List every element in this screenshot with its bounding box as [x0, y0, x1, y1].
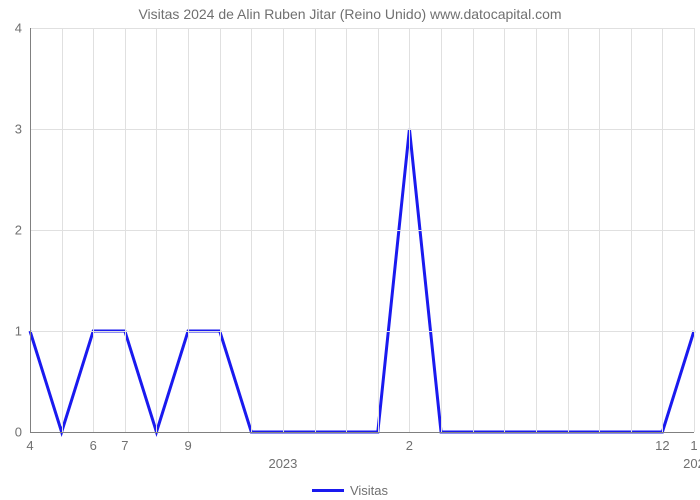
x-tick-label: 12 — [655, 438, 669, 453]
x-tick-label: 2 — [406, 438, 413, 453]
x-year-label: 202 — [683, 456, 700, 471]
plot-area: 01234467921212022023 — [30, 28, 694, 432]
legend-label: Visitas — [350, 483, 388, 498]
x-year-label: 2023 — [268, 456, 297, 471]
chart-title: Visitas 2024 de Alin Ruben Jitar (Reino … — [0, 6, 700, 22]
grid-line-v — [694, 28, 695, 432]
y-tick-label: 4 — [15, 21, 22, 36]
x-tick-label: 1 — [690, 438, 697, 453]
grid-line-h — [30, 331, 694, 332]
grid-line-h — [30, 230, 694, 231]
y-tick-label: 0 — [15, 425, 22, 440]
legend-item-visitas: Visitas — [312, 483, 388, 498]
legend-swatch — [312, 489, 344, 492]
x-tick-label: 7 — [121, 438, 128, 453]
y-tick-label: 2 — [15, 223, 22, 238]
y-axis — [30, 28, 31, 432]
y-tick-label: 3 — [15, 122, 22, 137]
x-axis — [30, 432, 694, 433]
grid-line-h — [30, 28, 694, 29]
legend: Visitas — [0, 480, 700, 498]
grid-line-h — [30, 129, 694, 130]
x-tick-label: 4 — [26, 438, 33, 453]
x-tick-label: 9 — [184, 438, 191, 453]
y-tick-label: 1 — [15, 324, 22, 339]
chart-container: { "chart": { "type": "line", "title": "V… — [0, 0, 700, 500]
x-tick-label: 6 — [90, 438, 97, 453]
